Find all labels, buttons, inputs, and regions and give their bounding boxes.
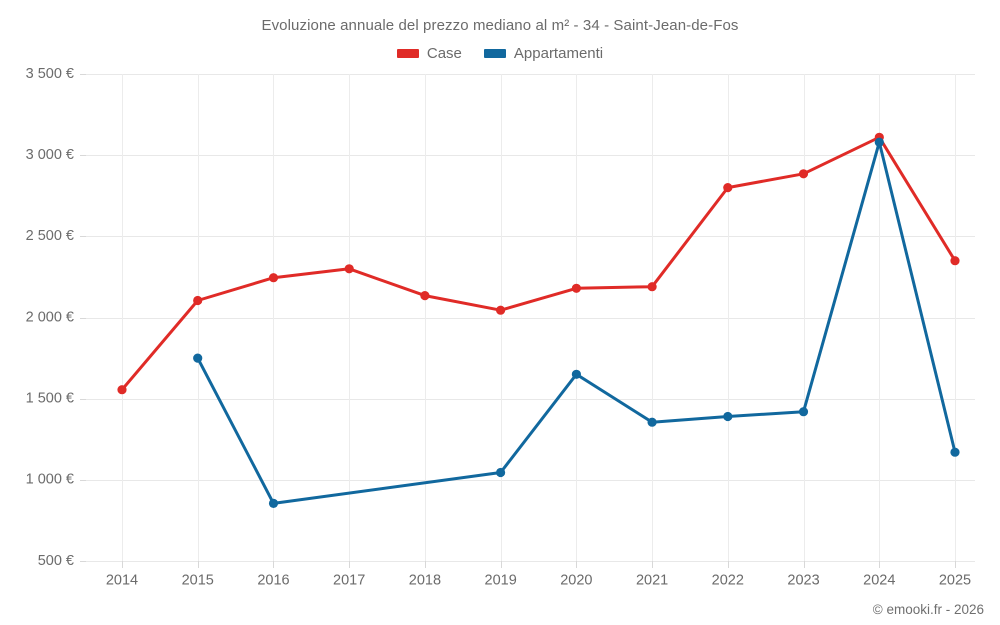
data-point[interactable] [874,137,884,147]
x-tick-label: 2016 [257,573,289,589]
x-axis-labels: 2014 2015 2016 2017 2018 2019 2020 2021 2022 2023… [106,573,971,589]
chart-legend: Case Appartamenti [0,45,1000,62]
legend-label-case: Case [426,45,462,62]
y-tick-label: 1 500 € [26,390,74,406]
data-point[interactable] [344,264,354,274]
data-point[interactable] [496,305,506,315]
x-tick-label: 2022 [712,573,744,589]
x-tick-label: 2021 [636,573,668,589]
axis-ticks-layer [80,74,956,568]
x-tick-label: 2014 [106,573,138,589]
x-tick-label: 2015 [182,573,214,589]
legend-item-case[interactable]: Case [396,45,462,62]
y-tick-label: 2 500 € [26,228,74,244]
legend-label-appartamenti: Appartamenti [513,45,604,62]
data-point[interactable] [723,183,733,193]
x-tick-label: 2020 [560,573,592,589]
series-line-case [120,135,957,392]
grid-layer [86,74,975,562]
x-tick-label: 2025 [939,573,971,589]
data-point[interactable] [496,467,506,478]
data-point[interactable] [571,369,582,379]
data-point[interactable] [268,498,279,508]
data-point[interactable] [798,169,809,179]
data-point[interactable] [798,407,809,417]
x-tick-label: 2018 [409,573,441,589]
x-tick-label: 2023 [787,573,819,589]
x-tick-label: 2017 [333,573,365,589]
y-tick-label: 500 € [38,553,74,569]
y-tick-label: 3 000 € [26,147,74,163]
legend-item-appartamenti[interactable]: Appartamenti [483,45,604,62]
x-tick-label: 2019 [485,573,517,589]
y-axis-labels: 500 € 1 000 € 1 500 € 2 000 € 2 500 € 3 000 €… [26,66,74,569]
data-point[interactable] [950,447,960,457]
y-tick-label: 1 000 € [26,472,74,488]
y-tick-label: 3 500 € [26,66,74,82]
data-point[interactable] [723,411,733,422]
data-point[interactable] [647,282,657,292]
data-point[interactable] [193,353,203,363]
data-point[interactable] [647,417,657,427]
data-point[interactable] [950,256,960,266]
data-point[interactable] [268,273,279,283]
chart-title: Evoluzione annuale del prezzo mediano al… [261,17,739,34]
data-series-layer [117,132,960,508]
y-tick-label: 2 000 € [26,309,74,325]
x-tick-label: 2024 [863,573,895,589]
legend-swatch-case [396,49,419,58]
data-point[interactable] [117,385,127,395]
data-point[interactable] [420,291,430,301]
data-point[interactable] [571,283,582,293]
data-point[interactable] [193,295,203,306]
copyright-credit: © emooki.fr - 2026 [872,602,984,617]
legend-swatch-appartamenti [483,49,506,58]
